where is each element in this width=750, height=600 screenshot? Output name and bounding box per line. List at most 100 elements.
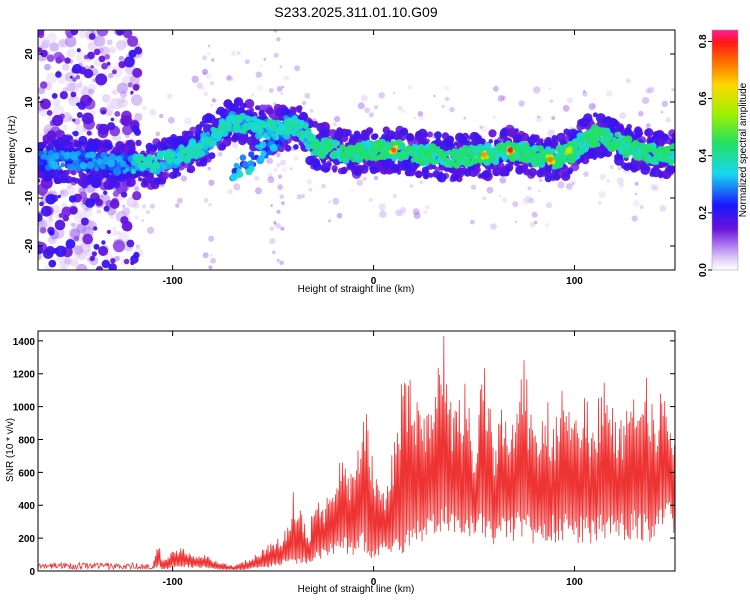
spectrogram-cell — [625, 78, 631, 84]
spectrogram-cell — [267, 176, 275, 184]
spectrogram-cell — [172, 173, 178, 179]
spectrogram-cell — [62, 215, 69, 222]
spectrogram-cell — [393, 164, 400, 172]
spectrogram-cell — [515, 220, 518, 224]
spectrogram-cell — [652, 131, 660, 138]
spectrogram-cell — [193, 153, 200, 160]
spectrogram-cell — [107, 159, 116, 168]
spectrogram-cell — [196, 162, 201, 167]
spectrogram-cell — [368, 156, 374, 161]
spectrogram-cell — [135, 139, 142, 147]
spectrogram-cell — [133, 251, 140, 259]
spectrogram-cell — [373, 175, 379, 181]
spectrogram-cell — [244, 98, 255, 109]
spectrogram-cell — [438, 164, 443, 169]
spectrogram-cell — [145, 142, 154, 151]
spectrogram-cell — [357, 102, 365, 110]
spectrogram-cell — [537, 115, 540, 119]
spectrogram-cell — [131, 266, 137, 270]
spectrogram-cell — [94, 167, 100, 172]
spectrogram-cell — [218, 143, 227, 151]
spectrogram-cell — [435, 146, 441, 152]
spectrogram-cell — [93, 48, 101, 56]
colorbar-gradient — [712, 30, 738, 270]
spectrogram-cell — [132, 67, 143, 78]
spectrogram-cell — [58, 213, 64, 218]
spectrogram-cell — [186, 168, 192, 173]
spectrogram-cell — [655, 153, 661, 159]
spectrogram-cell — [614, 131, 620, 138]
spectrogram-cell — [132, 83, 140, 91]
spectrogram-cell — [442, 156, 448, 162]
spectrogram-cell — [628, 163, 635, 171]
spectrogram-cell — [217, 152, 223, 157]
spectrogram-cell — [45, 72, 58, 84]
spectrogram-cell — [130, 168, 137, 175]
spectrogram-cell — [45, 194, 57, 205]
spectrogram-cell — [638, 110, 644, 117]
spectrogram-cell — [206, 73, 212, 80]
spectrogram-cell — [51, 139, 58, 146]
spectrogram-cell — [445, 167, 450, 172]
spectrogram-cell — [231, 133, 240, 141]
spectrogram-cell — [112, 69, 117, 75]
spectrogram-cell — [233, 162, 240, 169]
spectrogram-cell — [655, 141, 660, 146]
spectrogram-cell — [40, 98, 51, 110]
spectrogram-cell — [122, 124, 133, 136]
spectrogram-cell — [181, 154, 189, 162]
spectrogram-cell — [195, 124, 203, 131]
spectrogram-cell — [406, 144, 412, 150]
spectrogram-cell — [72, 77, 77, 82]
spectrogram-cell — [130, 90, 134, 94]
spectrogram-cell — [171, 136, 179, 145]
spectrogram-cell — [436, 172, 447, 183]
spectrogram-cell — [551, 116, 556, 121]
spectrogram-cell — [279, 194, 285, 199]
spectrogram-cell — [493, 171, 499, 176]
spectrogram-cell — [78, 135, 88, 145]
spectrogram-cell — [241, 125, 249, 133]
spectrogram-cell — [280, 108, 290, 118]
spectrogram-cell — [469, 131, 479, 141]
spectrogram-cell — [565, 147, 572, 153]
spectrogram-cell — [567, 169, 573, 175]
spectrogram-cell — [125, 177, 136, 188]
spectrogram-cell — [101, 259, 111, 269]
spectrogram-cell — [587, 132, 595, 140]
spectrogram-cell — [212, 98, 217, 103]
spectrogram-cell — [91, 198, 96, 203]
spectrogram-cell — [96, 209, 102, 214]
snr-xlabel: Height of straight line (km) — [298, 584, 415, 595]
spectrogram-cell — [281, 85, 285, 89]
spectrogram-cell — [77, 82, 83, 88]
spectrogram-cell — [265, 107, 274, 115]
spectrogram-cell — [507, 147, 513, 153]
snr-ytick-label: 0 — [29, 567, 35, 578]
spectrogram-cell — [57, 194, 61, 199]
spectrogram-ylabel: Frequency (Hz) — [7, 116, 18, 185]
spectrogram-cell — [361, 165, 368, 171]
spectrogram-cell — [464, 159, 471, 166]
spectrogram-cell — [364, 155, 370, 161]
spectrogram-cell — [424, 149, 432, 158]
spectrogram-cell — [266, 118, 274, 126]
spectrogram-cell — [660, 110, 664, 114]
spectrogram-cell — [46, 32, 57, 43]
spectrogram-cell — [295, 131, 302, 138]
spectrogram-cell — [81, 112, 94, 125]
spectrogram-cell — [49, 42, 59, 52]
spectrogram-cell — [73, 235, 80, 242]
spectrogram-cell — [419, 180, 423, 184]
spectrogram-cell — [641, 146, 646, 152]
spectrogram-cell — [263, 57, 267, 61]
spectrogram-cell — [324, 167, 330, 172]
spectrogram-cell — [147, 226, 155, 234]
spectrogram-cell — [441, 104, 446, 109]
spectrogram-cell — [601, 122, 607, 127]
spectrogram-cell — [344, 129, 352, 137]
spectrogram-cell — [434, 131, 442, 140]
spectrogram-cell — [296, 123, 301, 128]
spectrogram-cell — [120, 160, 127, 167]
spectrogram-cell — [361, 94, 368, 102]
